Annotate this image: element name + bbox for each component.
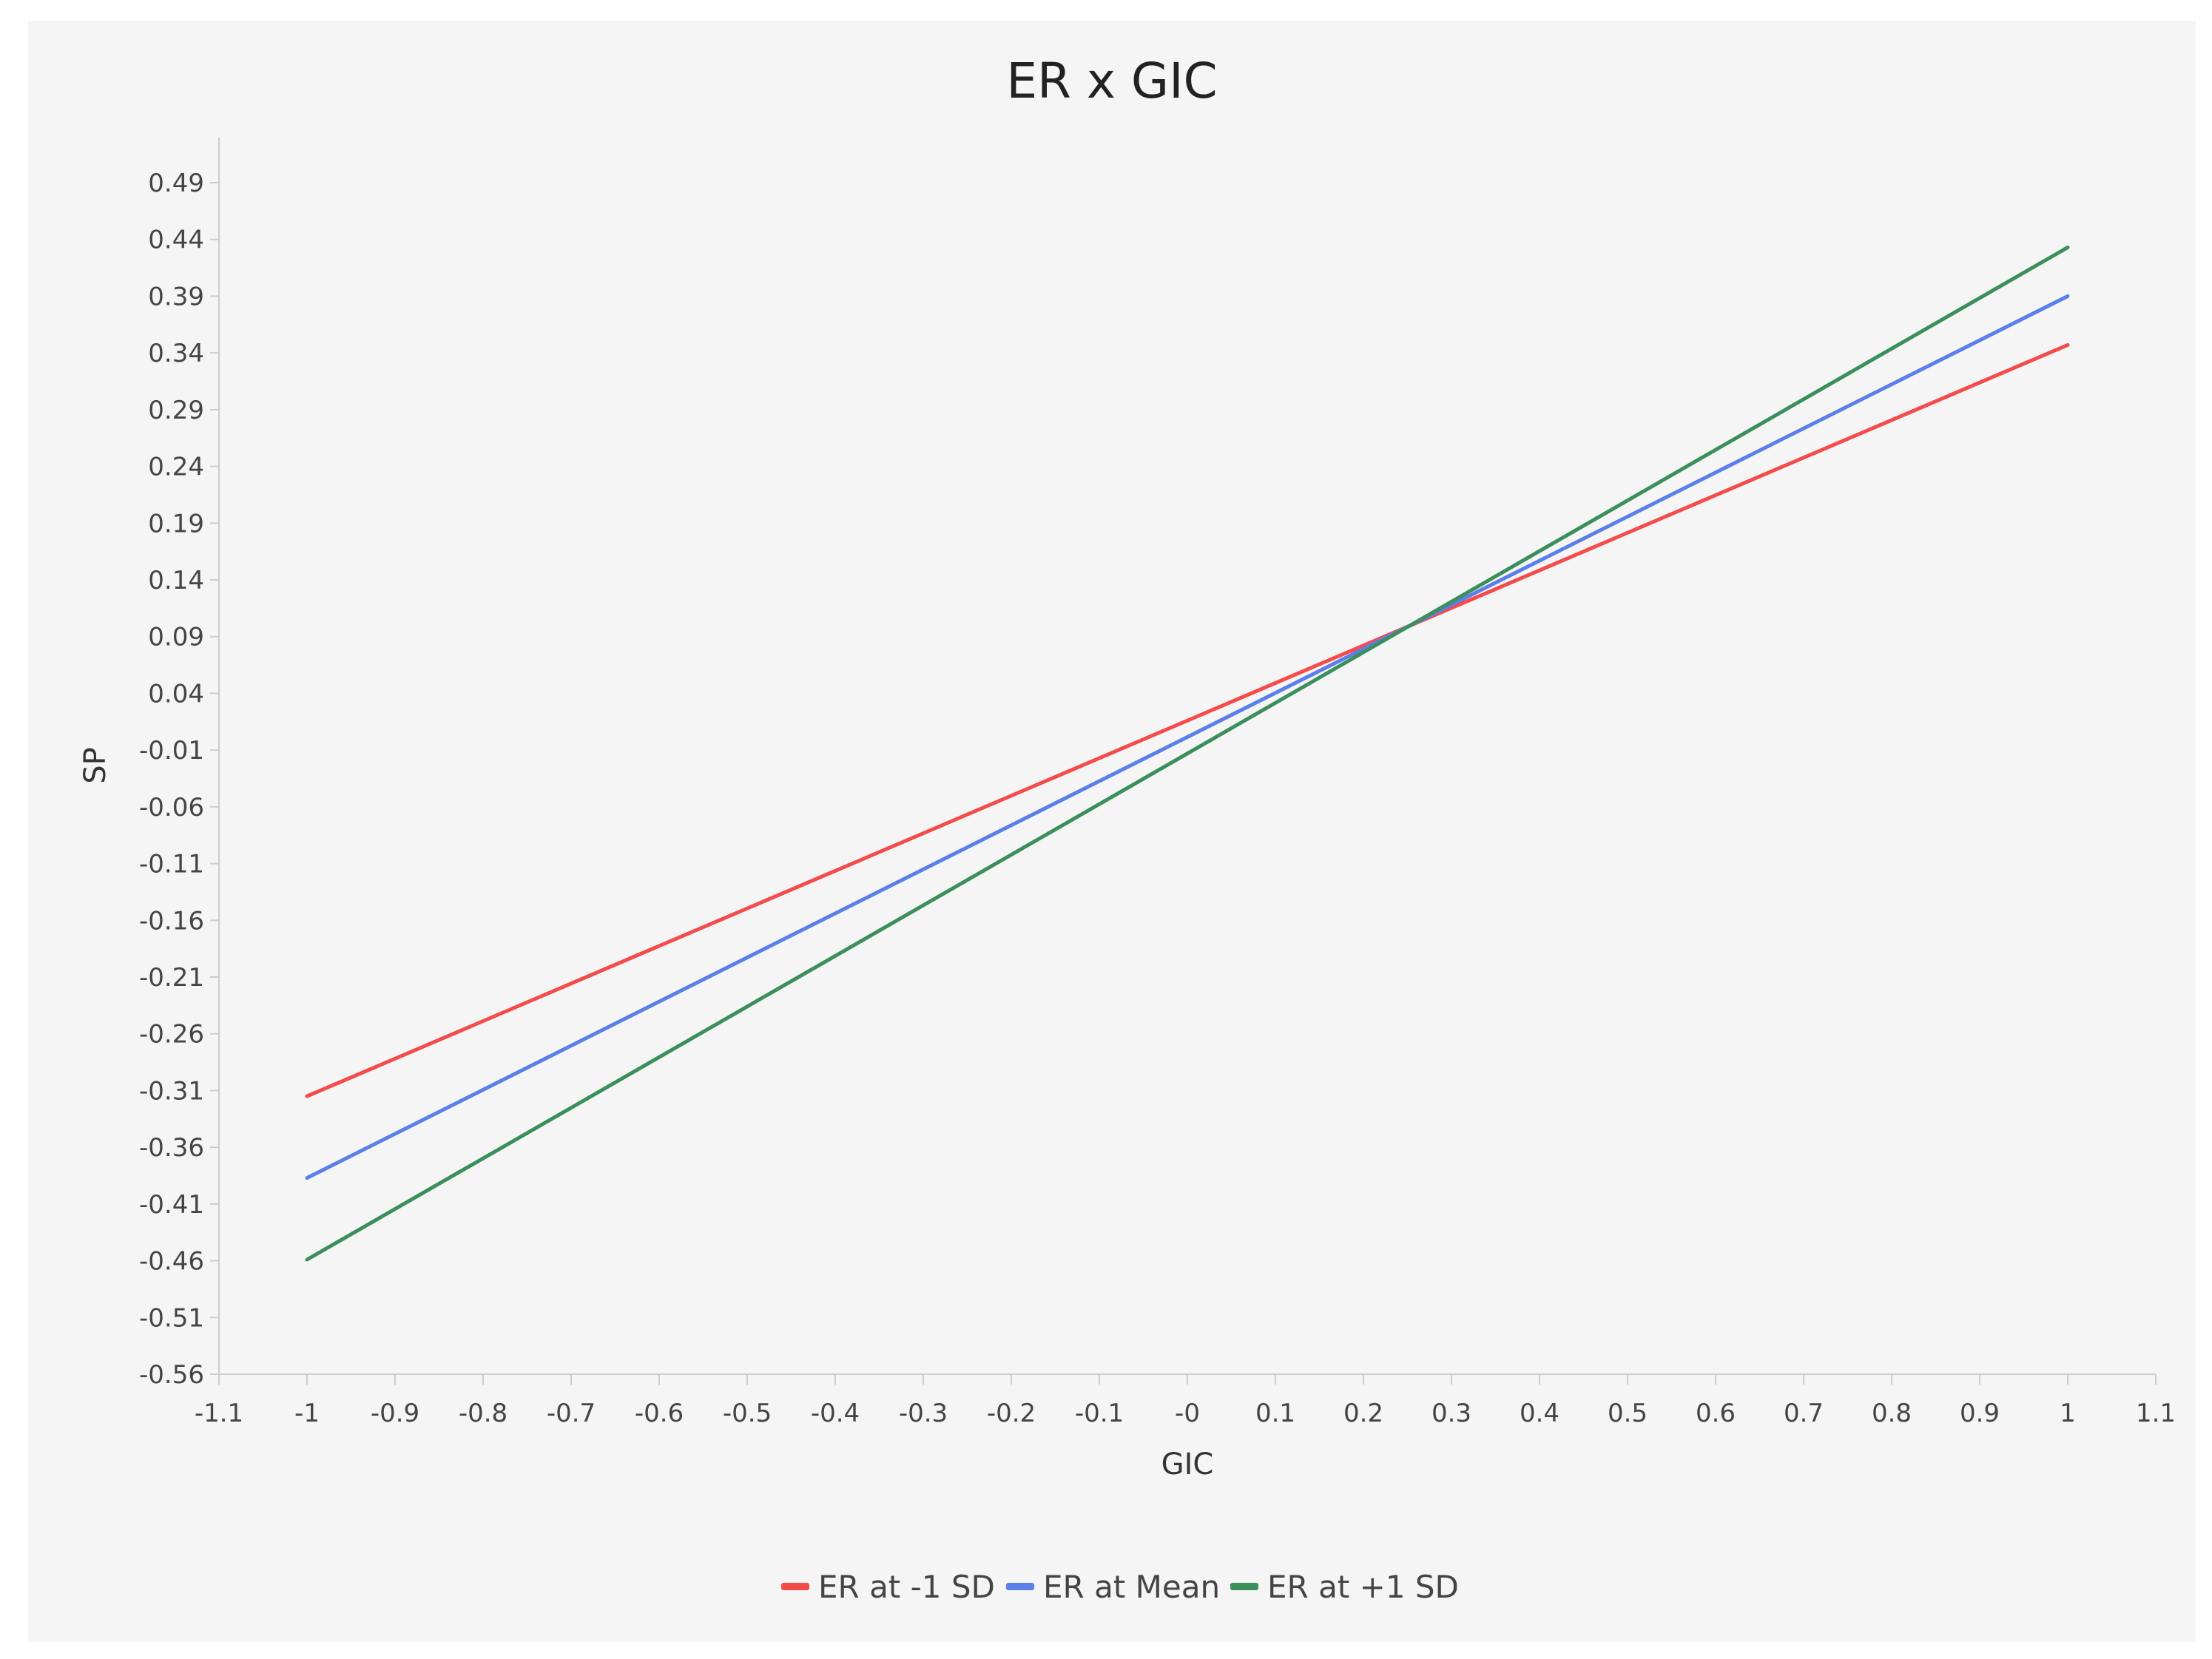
series-line-2: [305, 294, 2070, 1180]
y-tick-label: 0.09: [148, 623, 204, 652]
y-tick-label: -0.36: [139, 1133, 204, 1163]
legend-item-3[interactable]: ER at +1 SD: [1230, 1569, 1459, 1605]
legend-item-2[interactable]: ER at Mean: [1006, 1569, 1220, 1605]
x-tick-label: -0.8: [459, 1399, 508, 1428]
y-tick-label: -0.11: [139, 850, 204, 879]
chart-panel: ER x GIC -0.56 -0.51 -0.46 -0.41 -0.36 -0.31-…: [28, 21, 2196, 1642]
chart-svg: ER x GIC -0.56-0.51-0.46-0.41-0.36-0.31-…: [78, 53, 2176, 1605]
x-tick-label: -0.5: [723, 1399, 772, 1428]
x-tick-label: -0.6: [635, 1399, 684, 1428]
y-tick-label: 0.44: [148, 226, 204, 255]
y-tick-label: -0.26: [139, 1020, 204, 1050]
legend[interactable]: ER at -1 SD ER at Mean ER at +1 SD: [781, 1569, 1459, 1605]
y-tick-label: -0.41: [139, 1190, 204, 1220]
x-tick-label: 0.2: [1343, 1399, 1383, 1428]
x-tick-label: 0.1: [1255, 1399, 1295, 1428]
x-tick-label: 1: [2060, 1399, 2076, 1428]
y-tick-label: -0.51: [139, 1303, 204, 1333]
y-tick-label: 0.24: [148, 453, 204, 482]
series-line-1: [305, 342, 2070, 1098]
x-tick-label: -0.7: [547, 1399, 596, 1428]
x-tick-label: 1.1: [2136, 1399, 2176, 1428]
y-tick-label: 0.19: [148, 509, 204, 538]
y-tick-label: 0.14: [148, 566, 204, 595]
x-tick-label: -0.4: [811, 1399, 860, 1428]
legend-swatch: [781, 1583, 809, 1590]
chart-title: ER x GIC: [1006, 53, 1217, 109]
y-tick-label: 0.39: [148, 282, 204, 311]
legend-label: ER at +1 SD: [1267, 1569, 1459, 1605]
legend-label: ER at Mean: [1043, 1569, 1220, 1605]
x-tick-label: 0.4: [1520, 1399, 1559, 1428]
y-tick-label: -0.46: [139, 1247, 204, 1277]
y-tick-label: 0.04: [148, 679, 204, 709]
legend-swatch: [1230, 1583, 1258, 1590]
y-tick-label: -0.16: [139, 906, 204, 936]
x-tick-label: -1.1: [195, 1399, 243, 1428]
x-tick-label: 0.5: [1608, 1399, 1648, 1428]
y-tick-label: -0.06: [139, 793, 204, 822]
x-tick-label: 0.7: [1784, 1399, 1824, 1428]
x-tick-label: -0.3: [899, 1399, 948, 1428]
y-axis-title: SP: [78, 747, 112, 784]
y-tick-label: 0.49: [148, 169, 204, 198]
legend-label: ER at -1 SD: [818, 1569, 995, 1605]
y-tick-label: -0.21: [139, 963, 204, 993]
y-tick-label: -0.01: [139, 736, 204, 766]
x-tick-label: -0.2: [987, 1399, 1036, 1428]
x-tick-label: -0.1: [1075, 1399, 1124, 1428]
y-tick-label: 0.29: [148, 396, 204, 425]
legend-swatch: [1006, 1583, 1034, 1590]
y-ticks: -0.56 -0.51 -0.46 -0.41 -0.36 -0.31 -0.26 -0.21…: [139, 169, 219, 1390]
x-tick-label: 0.8: [1872, 1399, 1912, 1428]
x-tick-label: 0.3: [1432, 1399, 1471, 1428]
x-tick-label: -0: [1175, 1399, 1200, 1428]
series-line-3: [305, 246, 2070, 1262]
legend-item-1[interactable]: ER at -1 SD: [781, 1569, 995, 1605]
series-lines: [305, 246, 2070, 1262]
y-tick-label: -0.56: [139, 1360, 204, 1390]
x-tick-label: 0.9: [1960, 1399, 2000, 1428]
x-tick-label: 0.6: [1696, 1399, 1736, 1428]
x-axis-title: GIC: [1161, 1447, 1214, 1481]
x-tick-label: -0.9: [371, 1399, 419, 1428]
y-tick-label: -0.31: [139, 1076, 204, 1106]
y-tick-label: 0.34: [148, 339, 204, 368]
x-ticks: -1.1 -1 -0.9 -0.8 -0.7 -0.6 -0.5 -0.4 -0.3 -0.2 -0…: [195, 1374, 2176, 1428]
x-tick-label: -1: [294, 1399, 320, 1428]
